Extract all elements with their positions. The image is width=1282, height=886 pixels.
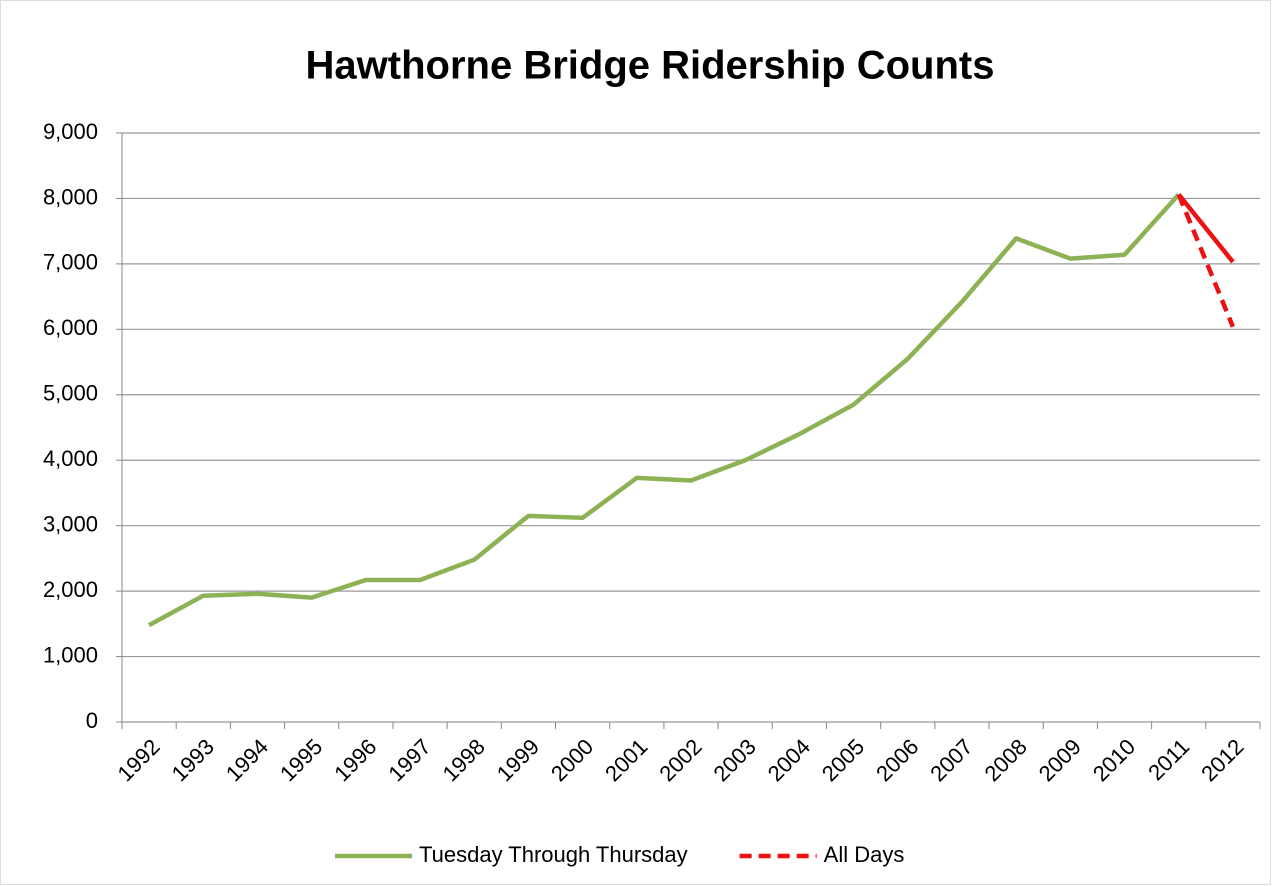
y-tick-label: 2,000 [43,577,98,602]
y-tick-label: 6,000 [43,315,98,340]
y-tick-label: 0 [86,708,98,733]
y-tick-label: 4,000 [43,446,98,471]
legend-label: Tuesday Through Thursday [419,842,688,867]
chart-title: Hawthorne Bridge Ridership Counts [306,44,995,88]
series-line [1176,193,1235,264]
y-tick-label: 7,000 [43,250,98,275]
y-tick-label: 8,000 [43,184,98,209]
y-tick-label: 5,000 [43,381,98,406]
y-tick-label: 9,000 [43,119,98,144]
series-line [148,193,1181,628]
series-line [1176,193,1235,328]
y-tick-label: 3,000 [43,511,98,536]
legend-label: All Days [824,842,905,867]
y-tick-label: 1,000 [43,642,98,667]
